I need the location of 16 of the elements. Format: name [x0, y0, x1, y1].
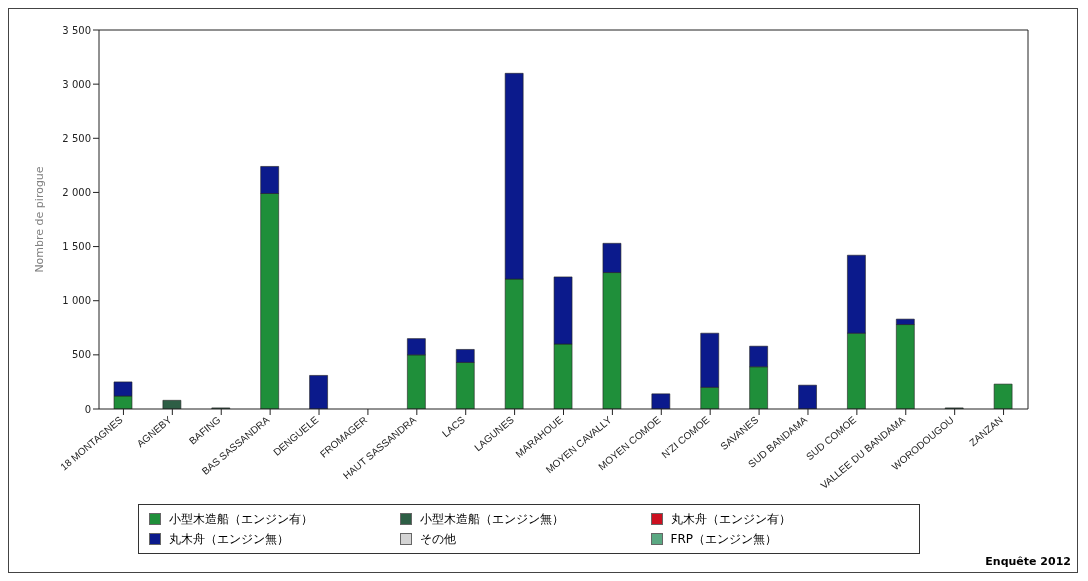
- y-tick-label: 0: [84, 403, 91, 415]
- legend-label: 丸木舟（エンジン無）: [169, 530, 289, 548]
- y-tick-label: 1 000: [62, 295, 91, 307]
- legend-label: 小型木造船（エンジン有）: [169, 510, 313, 528]
- y-axis-title: Nombre de pirogue: [32, 166, 46, 273]
- legend-label: 小型木造船（エンジン無）: [419, 510, 564, 528]
- legend-label: 丸木舟（エンジン有）: [670, 510, 791, 528]
- y-tick-label: 2 000: [62, 186, 91, 198]
- y-tick-label: 3 500: [62, 24, 91, 36]
- text: Enquête 2012: [985, 555, 1071, 568]
- y-tick-label: 1 500: [62, 241, 91, 253]
- y-tick-label: 3 000: [62, 78, 91, 90]
- y-tick-label: 2 500: [62, 132, 91, 144]
- y-tick-label: 500: [71, 349, 91, 361]
- legend-label: FRP（エンジン無）: [670, 530, 778, 548]
- legend-label: その他: [419, 530, 456, 548]
